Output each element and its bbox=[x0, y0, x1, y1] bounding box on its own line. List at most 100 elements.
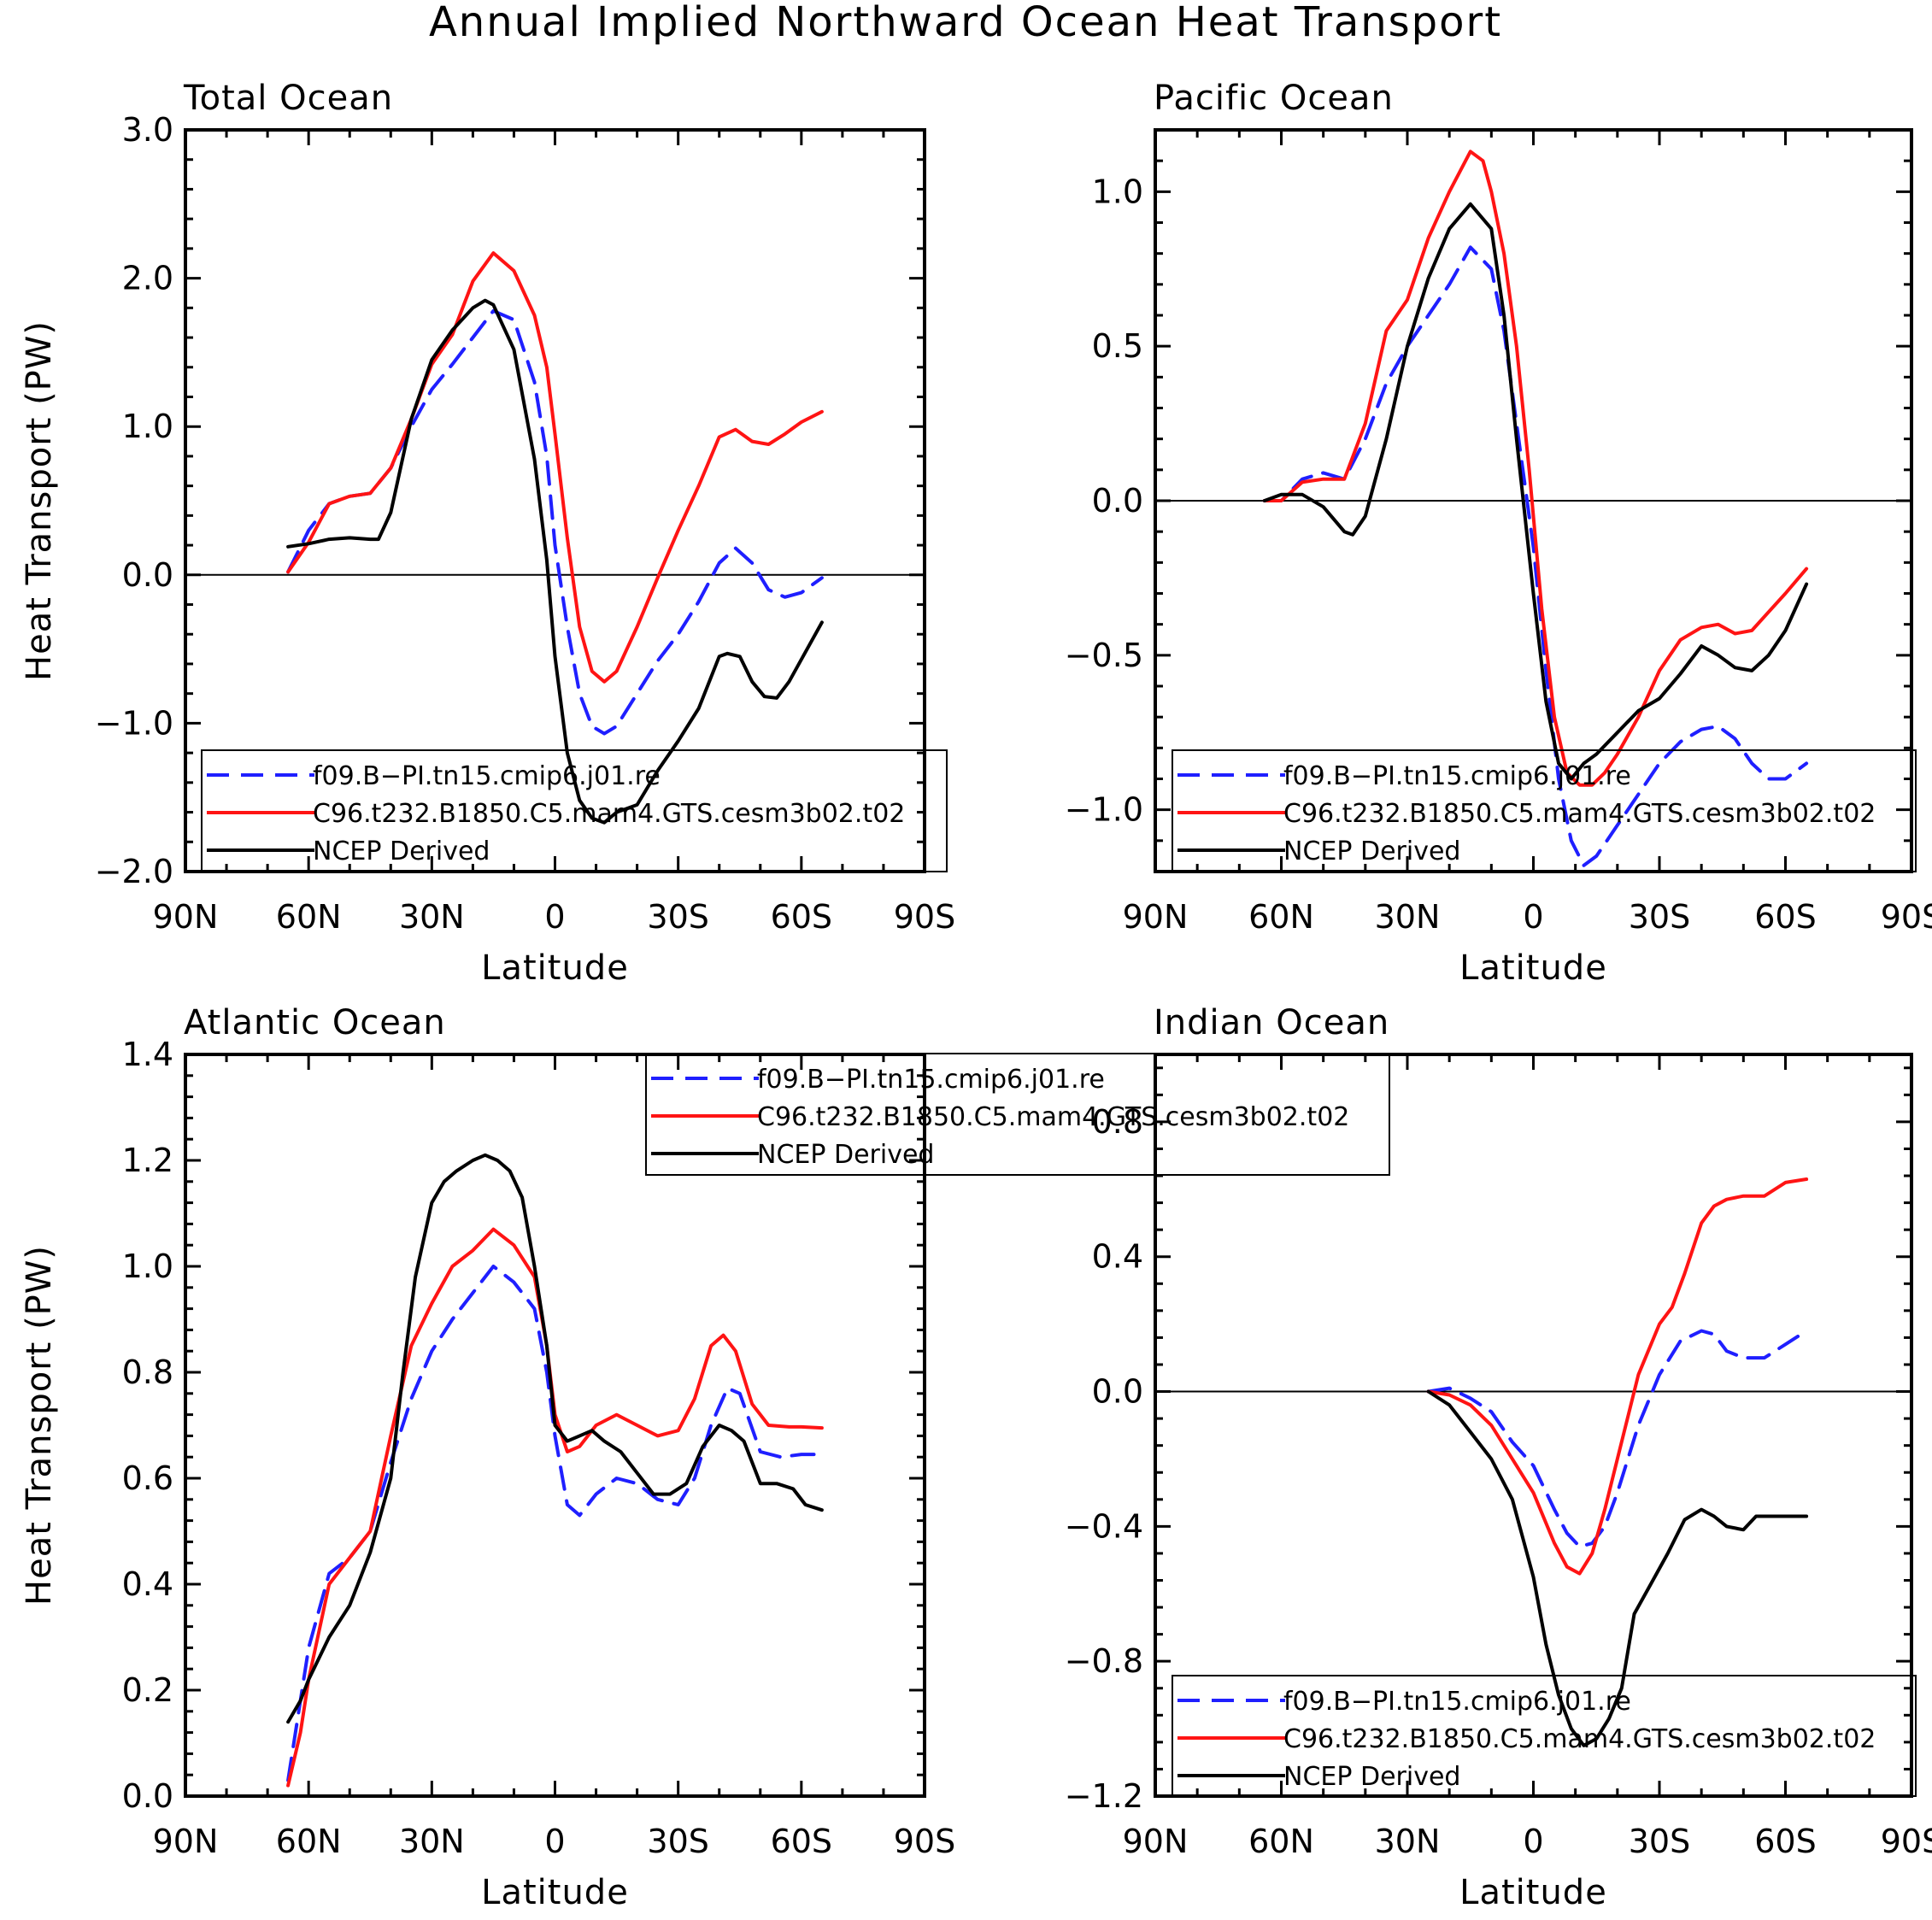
y-tick-label: 0.4 bbox=[1092, 1238, 1143, 1276]
x-tick-label: 60S bbox=[1754, 1823, 1816, 1860]
x-tick-label: 90S bbox=[894, 898, 955, 936]
x-tick-label: 90N bbox=[153, 898, 219, 936]
x-tick-label: 90S bbox=[1881, 1823, 1932, 1860]
x-tick-label: 90N bbox=[1123, 1823, 1189, 1860]
legend-label: C96.t232.B1850.C5.mam4.GTS.cesm3b02.t02 bbox=[1283, 1724, 1876, 1754]
series-line bbox=[286, 308, 824, 736]
legend-label: NCEP Derived bbox=[757, 1140, 934, 1170]
y-tick-label: 0.6 bbox=[122, 1459, 173, 1497]
panel-title: Total Ocean bbox=[183, 79, 393, 118]
x-tick-label: 30N bbox=[1375, 1823, 1441, 1860]
series-line bbox=[286, 1265, 824, 1782]
x-tick-label: 90N bbox=[153, 1823, 219, 1860]
series-line bbox=[1262, 245, 1809, 867]
y-axis-label: Heat Transport (PW) bbox=[20, 320, 59, 681]
y-tick-label: 0.0 bbox=[1092, 482, 1143, 520]
x-tick-label: 60N bbox=[276, 898, 342, 936]
chart-panel: Indian Ocean −1.2 −0.8 −0.4 0.0 0.4 0.8 90N 60N 3… bbox=[1065, 1003, 1932, 1912]
chart-panel: Atlantic Ocean 0.0 0.2 0.4 0.6 0.8 1.0 1.2 1.4 90… bbox=[20, 1003, 955, 1912]
legends: f09.B−PI.tn15.cmip6.j01.re C96.t232.B1850… bbox=[201, 749, 1917, 1797]
y-tick-label: −0.4 bbox=[1065, 1507, 1143, 1545]
x-tick-label: 30N bbox=[399, 898, 465, 936]
x-tick-label: 90S bbox=[894, 1823, 955, 1860]
plot-frame bbox=[184, 128, 926, 873]
y-tick-label: 1.0 bbox=[122, 1248, 173, 1285]
legend-box bbox=[645, 1053, 1390, 1176]
y-tick-label: 1.0 bbox=[1092, 173, 1143, 210]
x-axis-label: Latitude bbox=[481, 1873, 629, 1912]
x-tick-label: 0 bbox=[544, 898, 565, 936]
chart-panel: Pacific Ocean −1.0 −0.5 0.0 0.5 1.0 90N 60N 30N 0… bbox=[1065, 79, 1932, 988]
y-tick-label: 0.2 bbox=[122, 1671, 173, 1709]
legend-label: C96.t232.B1850.C5.mam4.GTS.cesm3b02.t02 bbox=[313, 799, 905, 829]
y-tick-label: 1.0 bbox=[122, 408, 173, 445]
panel-title: Pacific Ocean bbox=[1154, 79, 1394, 118]
panels: Total Ocean −2.0 −1.0 0.0 1.0 2.0 3.0 90N 60N 30N… bbox=[20, 79, 1932, 1912]
x-tick-label: 30N bbox=[399, 1823, 465, 1860]
x-tick-label: 60N bbox=[1248, 1823, 1314, 1860]
legend-label: NCEP Derived bbox=[313, 837, 490, 866]
legend-label: C96.t232.B1850.C5.mam4.GTS.cesm3b02.t02 bbox=[1283, 799, 1876, 829]
series-line bbox=[1426, 1177, 1809, 1576]
y-tick-label: 1.4 bbox=[122, 1036, 173, 1073]
x-tick-label: 0 bbox=[1523, 1823, 1543, 1860]
y-tick-label: −1.2 bbox=[1065, 1777, 1143, 1815]
x-tick-label: 30S bbox=[647, 898, 708, 936]
x-tick-label: 60S bbox=[771, 1823, 832, 1860]
series-line bbox=[286, 298, 824, 825]
x-axis-label: Latitude bbox=[1459, 948, 1607, 988]
legend-label: f09.B−PI.tn15.cmip6.j01.re bbox=[757, 1065, 1105, 1095]
x-tick-label: 60N bbox=[1248, 898, 1314, 936]
plot-frame bbox=[184, 1053, 926, 1798]
x-axis-label: Latitude bbox=[1459, 1873, 1607, 1912]
y-tick-label: 1.2 bbox=[122, 1142, 173, 1179]
legend: f09.B−PI.tn15.cmip6.j01.re C96.t232.B1850… bbox=[1172, 1675, 1917, 1797]
x-tick-label: 90S bbox=[1881, 898, 1932, 936]
legend-label: C96.t232.B1850.C5.mam4.GTS.cesm3b02.t02 bbox=[757, 1102, 1349, 1132]
y-tick-label: 0.4 bbox=[122, 1565, 173, 1603]
legend: f09.B−PI.tn15.cmip6.j01.re C96.t232.B1850… bbox=[201, 749, 948, 872]
y-tick-label: −0.8 bbox=[1065, 1642, 1143, 1680]
legend: f09.B−PI.tn15.cmip6.j01.re C96.t232.B1850… bbox=[1172, 749, 1917, 872]
legend-label: f09.B−PI.tn15.cmip6.j01.re bbox=[1283, 1687, 1631, 1717]
panel-title: Indian Ocean bbox=[1154, 1003, 1389, 1042]
y-tick-label: 0.0 bbox=[122, 556, 173, 594]
series-line bbox=[286, 1153, 824, 1724]
y-tick-label: 3.0 bbox=[122, 111, 173, 149]
y-tick-label: 0.0 bbox=[122, 1777, 173, 1815]
y-tick-label: 0.0 bbox=[1092, 1373, 1143, 1411]
series-line bbox=[1426, 1389, 1809, 1747]
x-tick-label: 90N bbox=[1123, 898, 1189, 936]
y-tick-label: −1.0 bbox=[95, 704, 173, 742]
legend-box bbox=[201, 749, 948, 872]
plot-frame bbox=[1154, 1053, 1913, 1798]
chart-panel: Total Ocean −2.0 −1.0 0.0 1.0 2.0 3.0 90N 60N 30N… bbox=[20, 79, 955, 988]
legend-box bbox=[1172, 1675, 1917, 1797]
series-line bbox=[1262, 202, 1809, 781]
x-axis-label: Latitude bbox=[481, 948, 629, 988]
panel-title: Atlantic Ocean bbox=[184, 1003, 446, 1042]
y-tick-label: 0.5 bbox=[1092, 327, 1143, 365]
y-tick-label: 0.8 bbox=[1092, 1103, 1143, 1141]
x-tick-label: 0 bbox=[544, 1823, 565, 1860]
legend: f09.B−PI.tn15.cmip6.j01.re C96.t232.B1850… bbox=[645, 1053, 1390, 1176]
y-axis-label: Heat Transport (PW) bbox=[20, 1245, 59, 1606]
x-tick-label: 60S bbox=[771, 898, 832, 936]
legend-box bbox=[1172, 749, 1917, 872]
x-tick-label: 30S bbox=[1629, 898, 1690, 936]
legend-label: NCEP Derived bbox=[1283, 837, 1460, 866]
series-line bbox=[1262, 150, 1809, 787]
legend-label: NCEP Derived bbox=[1283, 1762, 1460, 1792]
y-tick-label: 2.0 bbox=[122, 260, 173, 297]
x-tick-label: 30S bbox=[647, 1823, 708, 1860]
legend-label: f09.B−PI.tn15.cmip6.j01.re bbox=[1283, 761, 1631, 791]
y-tick-label: −1.0 bbox=[1065, 791, 1143, 829]
x-tick-label: 30S bbox=[1629, 1823, 1690, 1860]
x-tick-label: 60N bbox=[276, 1823, 342, 1860]
legend-label: f09.B−PI.tn15.cmip6.j01.re bbox=[313, 761, 661, 791]
x-tick-label: 30N bbox=[1375, 898, 1441, 936]
x-tick-label: 60S bbox=[1754, 898, 1816, 936]
series-line bbox=[286, 1227, 824, 1788]
y-tick-label: −2.0 bbox=[95, 853, 173, 890]
